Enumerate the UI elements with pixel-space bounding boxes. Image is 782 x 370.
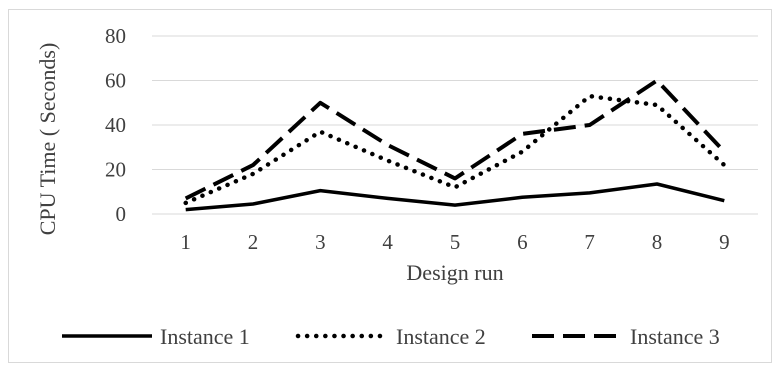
y-tick-labels: 0 20 40 60 80: [105, 24, 126, 226]
legend-label: Instance 1: [160, 324, 250, 349]
y-tick-label: 40: [105, 113, 126, 137]
x-tick-label: 4: [382, 230, 393, 254]
legend-label: Instance 2: [396, 324, 486, 349]
x-axis-label: Design run: [406, 260, 503, 285]
x-tick-label: 8: [652, 230, 663, 254]
legend: Instance 1 Instance 2 Instance 3: [62, 324, 720, 349]
y-tick-label: 80: [105, 24, 126, 48]
legend-item-instance-3: Instance 3: [532, 324, 720, 349]
x-tick-label: 9: [719, 230, 730, 254]
y-tick-label: 60: [105, 69, 126, 93]
y-tick-label: 20: [105, 158, 126, 182]
x-tick-labels: 1 2 3 4 5 6 7 8 9: [180, 230, 729, 254]
gridlines: [152, 35, 758, 215]
legend-item-instance-2: Instance 2: [295, 324, 486, 349]
series-line-instance-1: [185, 182, 725, 212]
series-line-instance-3: [184, 78, 726, 201]
series-line-instance-2: [183, 93, 727, 206]
legend-label: Instance 3: [630, 324, 720, 349]
x-tick-label: 5: [450, 230, 461, 254]
x-tick-label: 2: [248, 230, 259, 254]
series-lines: [183, 78, 727, 212]
x-tick-label: 7: [584, 230, 595, 254]
y-axis-label: CPU Time ( Seconds): [35, 43, 60, 236]
legend-item-instance-1: Instance 1: [62, 324, 250, 349]
x-tick-label: 1: [180, 230, 191, 254]
x-tick-label: 6: [517, 230, 528, 254]
y-tick-label: 0: [116, 202, 127, 226]
x-tick-label: 3: [315, 230, 326, 254]
